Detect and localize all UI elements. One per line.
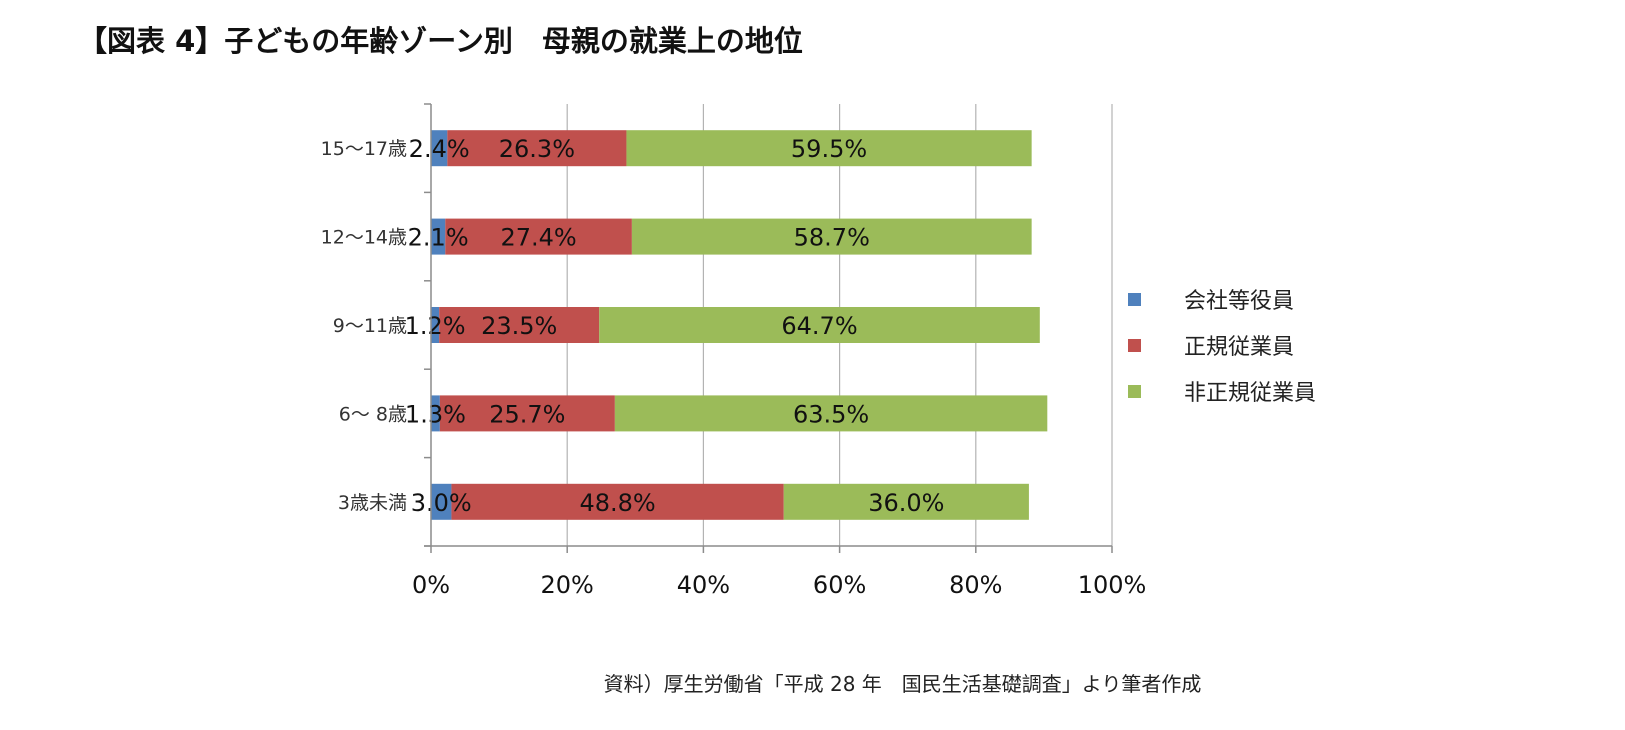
bar-segment (431, 218, 446, 255)
bar-segment (783, 483, 1029, 520)
data-label: 36.0% (868, 489, 944, 517)
data-label: 27.4% (500, 224, 576, 252)
x-tick-label: 40% (677, 571, 730, 599)
x-tick-label: 80% (949, 571, 1002, 599)
bar-segment (431, 483, 452, 520)
x-tick-labels: 0% 20% 40% 60% 80% 100% (412, 571, 1146, 599)
data-label: 3.0% (411, 489, 472, 517)
category-labels: 15～17歳 12～14歳 9～11歳 6～ 8歳 3歳未満 (321, 138, 407, 514)
legend-swatch (1128, 385, 1141, 398)
data-label: 63.5% (793, 400, 869, 428)
bar-segment (439, 395, 615, 432)
data-label: 59.5% (791, 135, 867, 163)
bars (431, 130, 1048, 520)
x-tick-label: 0% (412, 571, 450, 599)
legend-swatch (1128, 339, 1141, 352)
data-labels: 2.4% 26.3% 59.5% 2.1% 27.4% 58.7% 1.2% 23.5% 64.… (405, 135, 945, 517)
data-label: 58.7% (794, 224, 870, 252)
bar-segment (447, 130, 627, 167)
legend-label: 正規従業員 (1184, 335, 1294, 360)
bar-segment (431, 307, 440, 343)
category-label: 15～17歳 (321, 138, 407, 160)
data-label: 23.5% (481, 312, 557, 340)
data-label: 2.1% (408, 224, 469, 252)
axes (424, 103, 1113, 553)
data-label: 2.4% (409, 135, 470, 163)
source-note: 資料）厚生労働省「平成 28 年 国民生活基礎調査」より筆者作成 (603, 672, 1202, 696)
legend-label: 会社等役員 (1184, 289, 1294, 314)
page-title: 【図表 4】子どもの年齢ゾーン別 母親の就業上の地位 (78, 24, 803, 58)
bar-segment (439, 307, 600, 343)
data-label: 1.3% (405, 400, 466, 428)
bar-segment (451, 483, 784, 520)
bar-segment (445, 218, 632, 255)
bar-segment (599, 307, 1040, 343)
category-label: 6～ 8歳 (339, 403, 407, 425)
category-label: 3歳未満 (338, 492, 407, 514)
bar-segment (631, 218, 1032, 255)
bar-segment (431, 395, 440, 432)
legend-label: 非正規従業員 (1184, 381, 1316, 406)
x-tick-label: 100% (1078, 571, 1147, 599)
bar-segment (431, 130, 448, 167)
x-tick-label: 20% (541, 571, 594, 599)
x-tick-label: 60% (813, 571, 866, 599)
category-label: 9～11歳 (333, 315, 407, 337)
category-label: 12～14歳 (321, 227, 407, 249)
bar-segment (614, 395, 1048, 432)
data-label: 26.3% (499, 135, 575, 163)
data-label: 48.8% (579, 489, 655, 517)
data-label: 1.2% (405, 312, 466, 340)
legend-swatch (1128, 293, 1141, 306)
data-label: 64.7% (781, 312, 857, 340)
data-label: 25.7% (489, 400, 565, 428)
bar-segment (626, 130, 1032, 167)
